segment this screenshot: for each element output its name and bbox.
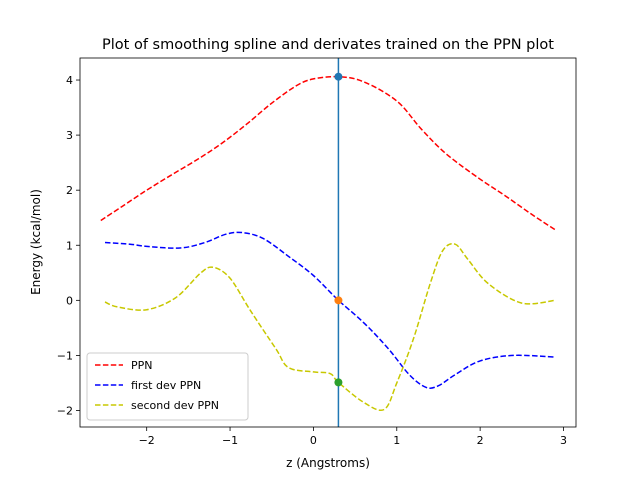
x-tick-label: 1 [393,434,400,447]
chart-title: Plot of smoothing spline and derivates t… [102,37,554,53]
x-tick-label: 2 [477,434,484,447]
plot-area: −2 −1 0 1 2 3 −2 −1 0 1 2 3 4 [57,57,577,447]
y-tick-label: 3 [66,129,73,142]
x-tick-label: 3 [560,434,567,447]
y-tick-label: 0 [66,294,73,307]
y-tick-label: 2 [66,184,73,197]
x-axis-label: z (Angstroms) [286,456,370,470]
series-group [100,58,556,427]
legend-label-1: first dev PPN [131,379,201,392]
legend: PPN first dev PPN second dev PPN [86,352,249,421]
series-line-0 [100,75,556,231]
axes-frame [79,57,577,428]
y-axis-label: Energy (kcal/mol) [29,189,43,295]
x-tick-label: 0 [310,434,317,447]
y-tick-label: −1 [57,349,73,362]
y-tick-label: 4 [66,74,73,87]
legend-box [86,352,249,421]
marker-point-1 [334,296,343,305]
series-line-1 [104,231,556,389]
marker-point-0 [334,72,343,81]
y-tick-label: 1 [66,239,73,252]
x-tick-label: −2 [139,434,155,447]
legend-label-0: PPN [131,359,153,372]
series-line-2 [104,242,556,412]
x-tick-label: −1 [222,434,238,447]
marker-point-2 [334,378,343,387]
y-tick-label: −2 [57,404,73,417]
legend-label-2: second dev PPN [131,399,219,412]
